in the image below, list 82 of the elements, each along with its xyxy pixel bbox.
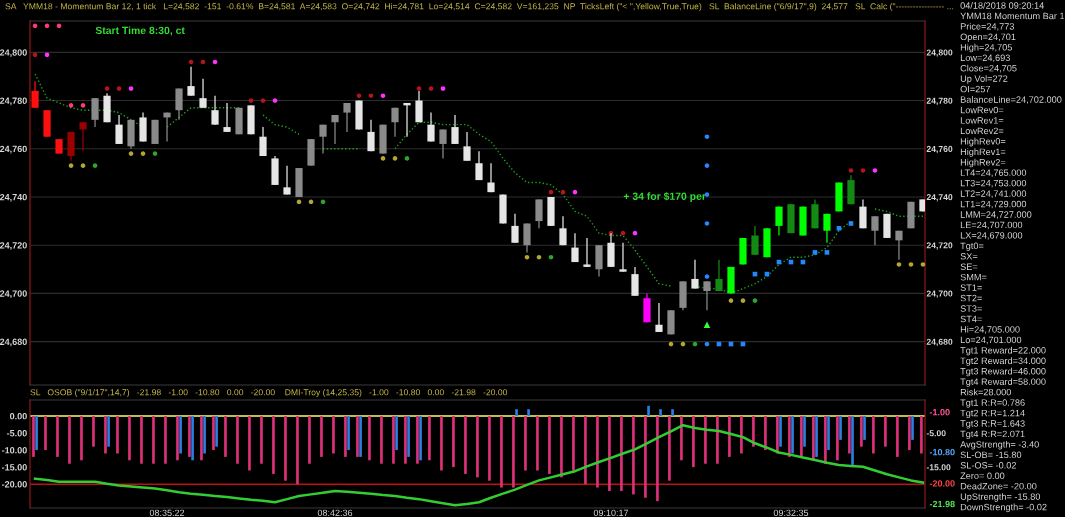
text: LT1=24,729.000 <box>960 200 1027 209</box>
y2-tick-label: 24,680 <box>926 338 953 347</box>
y-tick-label: -20.00 <box>1 481 27 488</box>
annotation: Start Time 8:30, ct <box>95 26 185 36</box>
y-tick-label: 24,760 <box>0 145 27 154</box>
y2-tick-label: 24,800 <box>926 49 953 57</box>
text: UpStrength= -15.80 <box>960 493 1041 502</box>
text: DeadZone= -20.00 <box>960 482 1037 490</box>
text: DownStrength= -0.02 <box>960 503 1047 513</box>
text: LMM=24,727.000 <box>960 211 1032 219</box>
text: SX= <box>960 253 978 260</box>
text: HighRev0= <box>960 137 1006 147</box>
y-tick-label: 0.00 <box>10 412 27 420</box>
text: Tgt0= <box>960 242 984 251</box>
text: Open=24,701 <box>960 33 1016 42</box>
text: OI=257 <box>960 85 990 93</box>
y-tick-label: -5.00 <box>7 430 27 437</box>
chart-title: SA YMM18 - Momentum Bar 12, 1 tick L=24,582 -151 -0.61% B=24,581 A=24,583 O=24,742 Hi=24,781 Lo=24,514 C=24,582 V=161,235 NP TicksLeft ("< ",Yellow,True,True) SL BalanceLine ("6/9/17",9) 24,577 SL Calc ("----------------- ... <box>5 3 954 12</box>
text: Risk=28.000 <box>960 388 1011 396</box>
text: -10.80 <box>929 448 955 456</box>
text: LT4=24,765.000 <box>960 169 1027 178</box>
y-tick-label: -10.00 <box>1 447 27 454</box>
text: YMM18 Momentum Bar 1 <box>960 12 1065 20</box>
text: Tgt3 Reward=46.000 <box>960 367 1046 377</box>
text: Lo=24,701.000 <box>960 336 1022 345</box>
text: LowRev1= <box>960 117 1004 124</box>
text: SMM= <box>960 273 987 281</box>
text: LT3=24,753.000 <box>960 179 1027 188</box>
x-tick-label: 08:42:36 <box>317 509 353 517</box>
text: Tgt2 Reward=34.000 <box>960 357 1046 366</box>
text: LT2=24,741.000 <box>960 190 1027 198</box>
x-tick-label: 08:35:22 <box>149 509 185 517</box>
text: SL-OS= -0.02 <box>960 462 1016 469</box>
y2-tick-label: 24,700 <box>926 290 953 298</box>
text: -1.00 <box>929 408 950 416</box>
text: SL-OB= -15.80 <box>960 451 1022 459</box>
y2-tick-label: 24,760 <box>926 145 953 154</box>
text: 04/18/2018 09:20:14 <box>960 2 1044 9</box>
text: Zero= 0.00 <box>960 472 1005 479</box>
text: Low=24,693 <box>960 54 1010 63</box>
text: High=24,705 <box>960 43 1012 53</box>
annotation: + 34 for $170 per <box>623 192 706 202</box>
text: Tgt4 R:R=2.071 <box>960 430 1025 439</box>
text: Tgt1 R:R=0.786 <box>960 399 1025 408</box>
text: AvgStrength= -3.40 <box>960 440 1039 450</box>
text: HighRev1= <box>960 148 1006 157</box>
y2-tick-label: 24,780 <box>926 97 953 105</box>
y-tick-label: 24,740 <box>0 193 27 202</box>
text: LE=24,707.000 <box>960 221 1023 230</box>
text: Tgt2 R:R=1.214 <box>960 409 1025 419</box>
y-tick-label: 24,780 <box>0 97 27 106</box>
text: -21.98 <box>929 500 955 508</box>
text: ST4= <box>960 315 982 323</box>
y2-tick-label: 24,740 <box>926 194 953 202</box>
text: ST1= <box>960 284 982 291</box>
y2-tick-label: 24,720 <box>926 242 953 250</box>
y-tick-label: 24,680 <box>0 338 27 347</box>
text: Tgt4 Reward=58.000 <box>960 378 1046 387</box>
x-tick-label: 09:10:17 <box>593 509 629 517</box>
text: Up Vol=272 <box>960 75 1008 84</box>
y-tick-label: 24,700 <box>0 290 27 299</box>
text: LowRev2= <box>960 127 1004 135</box>
text: LX=24,679.000 <box>960 232 1023 240</box>
text: Price=24,773 <box>960 22 1015 31</box>
chart-title: SL OSOB ("9/1/17",14,7) -21.98 -1.00 -10.80 0.00 -20.00 DMI-Troy (14,25,35) -1.00 -10.80 0.00 -21.98 -20.00 <box>30 389 508 398</box>
text: Close=24,705 <box>960 64 1017 73</box>
text: Tgt1 Reward=22.000 <box>960 346 1046 356</box>
y2-tick-label: -5.00 <box>926 430 946 437</box>
text: ST2= <box>960 294 982 302</box>
y-tick-label: 24,800 <box>0 49 27 58</box>
text: LowRev0= <box>960 106 1004 114</box>
text: Hi=24,705.000 <box>960 325 1020 334</box>
text: -20.00 <box>929 480 955 487</box>
y-tick-label: 24,720 <box>0 242 27 250</box>
text: Tgt3 R:R=1.643 <box>960 420 1025 429</box>
text: ST3= <box>960 305 982 312</box>
y2-tick-label: -15.00 <box>926 464 951 471</box>
text: BalanceLine=24,702.000 <box>960 96 1062 104</box>
text: SE= <box>960 263 978 270</box>
text: HighRev2= <box>960 158 1006 168</box>
y-tick-label: -15.00 <box>1 464 27 471</box>
x-tick-label: 09:32:35 <box>773 509 809 517</box>
